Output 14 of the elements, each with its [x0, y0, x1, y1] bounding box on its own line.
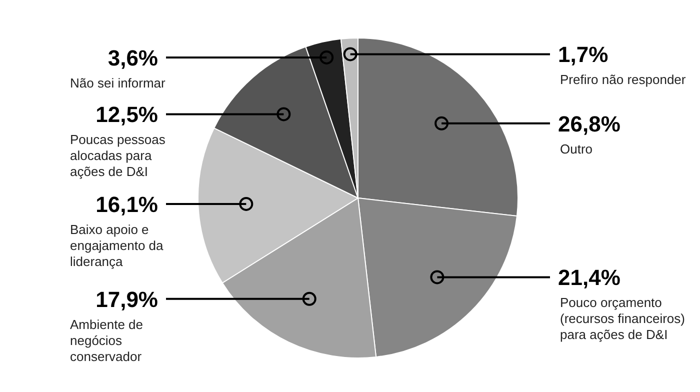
data-label: 3,6% — [108, 45, 158, 70]
slice-label: Pouco orçamento (recursos financeiros) para ações de D&I — [560, 295, 685, 342]
slice-label: Prefiro não responder — [560, 72, 686, 88]
data-label: 12,5% — [96, 102, 158, 128]
data-label: 17,9% — [96, 286, 158, 312]
data-label: 21,4% — [558, 265, 620, 290]
data-label: 1,7% — [558, 42, 608, 68]
slice-label: Não sei informar — [70, 75, 166, 90]
slice-label: Ambiente de negócios conservador — [70, 316, 143, 364]
slice-label: Poucas pessoas alocadas para ações de D&I — [70, 132, 166, 180]
slice-label: Outro — [560, 141, 593, 156]
slice-label: Baixo apoio e engajamento da liderança — [70, 222, 164, 269]
data-label: 26,8% — [558, 111, 620, 136]
data-label: 16,1% — [96, 192, 158, 217]
